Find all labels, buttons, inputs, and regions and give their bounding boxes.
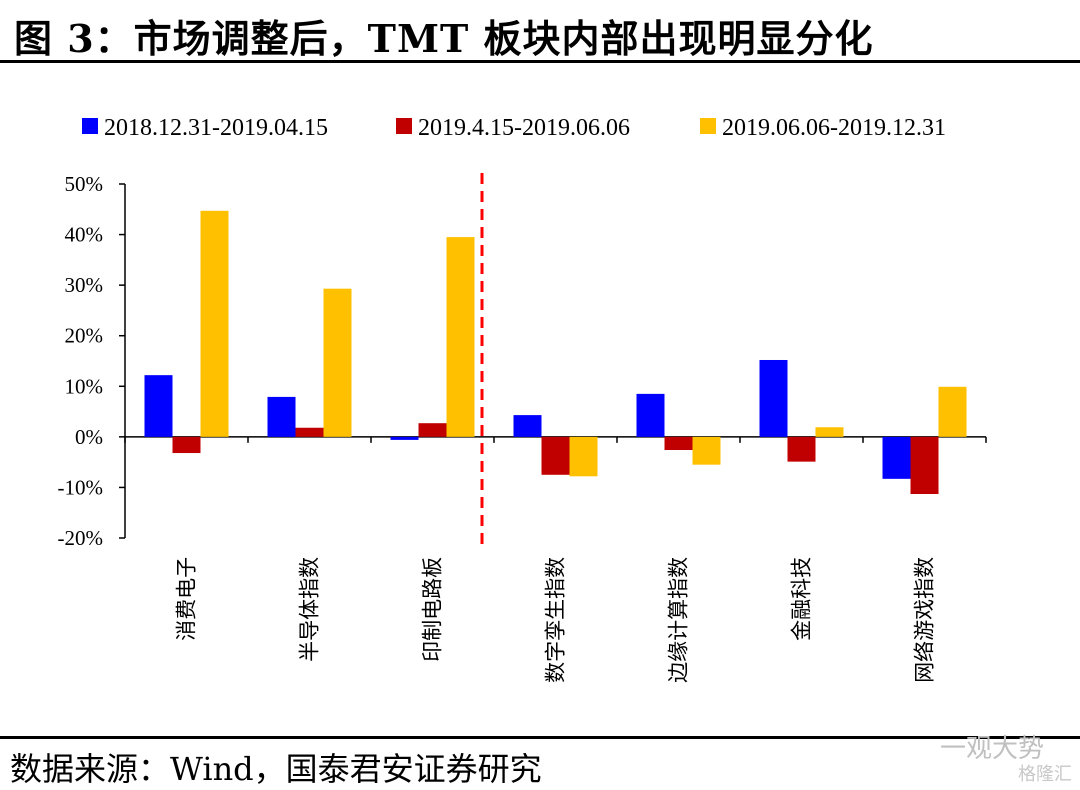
bar [541, 436, 570, 475]
category-label: 印制电路板 [421, 557, 445, 662]
bar [636, 393, 665, 437]
bar [815, 427, 844, 437]
chart-title: 图 3：市场调整后，TMT 板块内部出现明显分化 [14, 16, 874, 61]
bar [569, 436, 598, 477]
category-label: 网络游戏指数 [913, 557, 937, 683]
bar [418, 423, 447, 437]
y-tick-label: 50% [65, 172, 104, 196]
y-tick-label: 20% [65, 324, 104, 348]
bar [200, 210, 229, 437]
bar [267, 396, 296, 437]
bar [144, 375, 173, 437]
y-tick-label: 30% [65, 273, 104, 297]
category-label: 半导体指数 [298, 557, 322, 662]
bar [882, 436, 911, 479]
bar [910, 436, 939, 495]
bar [323, 288, 352, 437]
bar-chart: -20% -10% 0% 10% 20% 30% 40% 50% 消费电子 半导体指数 印制电路板 数… [58, 115, 987, 683]
bar [938, 386, 967, 437]
y-tick-label: 0% [75, 425, 103, 449]
footer-rule [0, 736, 1080, 739]
bar [295, 427, 324, 437]
category-label: 消费电子 [175, 557, 199, 641]
category-label: 金融科技 [790, 557, 814, 641]
y-tick-label: 10% [65, 374, 104, 398]
bar [513, 415, 542, 437]
bar [172, 436, 201, 454]
legend-label: 2018.12.31-2019.04.15 [104, 115, 328, 141]
category-label: 边缘计算指数 [667, 557, 691, 683]
category-label: 数字孪生指数 [544, 557, 568, 683]
bar [390, 436, 419, 440]
y-tick-label: 40% [65, 223, 104, 247]
watermark-sub-text: 格隆汇 [1018, 764, 1072, 785]
bar [664, 436, 693, 451]
bar [446, 237, 475, 437]
bar [759, 359, 788, 437]
watermark-text: 一观大势 [939, 734, 1044, 764]
title-rule [0, 60, 1080, 63]
y-tick-label: -10% [58, 475, 104, 499]
y-tick-label: -20% [58, 526, 104, 550]
source-note: 数据来源：Wind，国泰君安证券研究 [10, 750, 542, 788]
legend-label: 2019.06.06-2019.12.31 [722, 115, 946, 141]
bar [787, 436, 816, 462]
legend-swatch [82, 118, 98, 134]
legend-swatch [396, 118, 412, 134]
legend-label: 2019.4.15-2019.06.06 [418, 115, 630, 141]
legend-swatch [700, 118, 716, 134]
bar [692, 436, 721, 465]
